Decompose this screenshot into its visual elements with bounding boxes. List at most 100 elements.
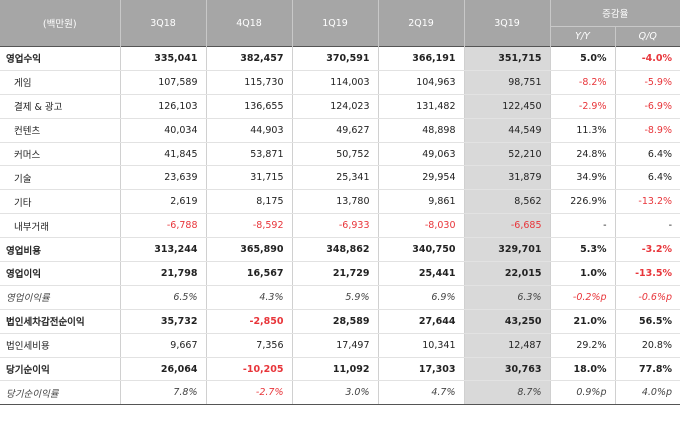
value-cell: 43,250: [464, 308, 551, 334]
value-cell: 9,861: [378, 189, 465, 215]
qq-cell: -0.6%p: [615, 285, 680, 310]
yy-header: Y/Y: [550, 26, 616, 47]
row-label: 당기순이익률: [0, 380, 121, 406]
value-cell: 7,356: [206, 333, 293, 358]
table-row: 내부거래 -6,788 -8,592 -6,933 -8,030 -6,685- -: [0, 213, 680, 239]
value-cell: 44,903: [206, 118, 293, 143]
qq-cell: -6.9%: [615, 94, 680, 119]
value-cell: 40,034: [120, 118, 207, 143]
period-header: 3Q19: [464, 0, 551, 47]
value-cell: 4.3%: [206, 285, 293, 310]
value-cell: 115,730: [206, 70, 293, 95]
table-row: 기타 2,619 8,175 13,780 9,861 8,562 226.9% -13.2%: [0, 189, 680, 215]
table-row: 커머스 41,845 53,871 50,752 49,063 52,210 24.8% 6.…: [0, 142, 680, 167]
yy-cell: 0.9%p: [550, 380, 616, 406]
row-label: 기술: [0, 165, 121, 191]
yy-cell: 24.8%: [550, 142, 616, 167]
yy-cell: 34.9%: [550, 165, 616, 191]
table-row: 기술 23,639 31,715 25,341 29,954 31,879 34.9% 6.4…: [0, 165, 680, 191]
financial-results-table: (백만원) 3Q18 4Q18 1Q19 2Q19 3Q19 증감율 Y/Y Q…: [0, 0, 680, 406]
value-cell: 25,341: [292, 165, 379, 191]
table-row: 영업이익 21,798 16,567 21,729 25,441 22,015 1.0% -1…: [0, 261, 680, 286]
table-row: 게임 107,589 115,730 114,003 104,963 98,751 -8.2…: [0, 70, 680, 95]
value-cell: 23,639: [120, 165, 207, 191]
value-cell: 107,589: [120, 70, 207, 95]
table-header: (백만원) 3Q18 4Q18 1Q19 2Q19 3Q19 증감율 Y/Y Q…: [0, 0, 680, 47]
value-cell: 365,890: [206, 237, 293, 263]
value-cell: -6,933: [292, 213, 379, 239]
qq-cell: -13.2%: [615, 189, 680, 215]
yy-cell: -2.9%: [550, 94, 616, 119]
value-cell: 28,589: [292, 308, 379, 334]
value-cell: 27,644: [378, 308, 465, 334]
period-header: 4Q18: [206, 0, 293, 47]
value-cell: 335,041: [120, 46, 207, 71]
value-cell: 7.8%: [120, 380, 207, 406]
value-cell: 136,655: [206, 94, 293, 119]
value-cell: 50,752: [292, 142, 379, 167]
value-cell: 124,023: [292, 94, 379, 119]
yy-cell: 1.0%: [550, 261, 616, 286]
value-cell: -2,850: [206, 308, 293, 334]
value-cell: 8,562: [464, 189, 551, 215]
value-cell: 313,244: [120, 237, 207, 263]
table-row: 영업이익률 6.5% 4.3% 5.9% 6.9% 6.3% -0.2%p -0.6%p: [0, 285, 680, 310]
value-cell: 370,591: [292, 46, 379, 71]
qq-cell: 20.8%: [615, 333, 680, 358]
value-cell: 3.0%: [292, 380, 379, 406]
value-cell: 49,063: [378, 142, 465, 167]
table-row: 법인세비용 9,667 7,356 17,497 10,341 12,487 29.2% 20…: [0, 333, 680, 358]
row-label: 커머스: [0, 142, 121, 167]
value-cell: -2.7%: [206, 380, 293, 406]
table-row: 영업수익 335,041 382,457 370,591 366,191 351,715 5…: [0, 46, 680, 71]
value-cell: -6,685: [464, 213, 551, 239]
yy-cell: 5.3%: [550, 237, 616, 263]
value-cell: 98,751: [464, 70, 551, 95]
value-cell: 351,715: [464, 46, 551, 71]
value-cell: -8,592: [206, 213, 293, 239]
row-label: 영업비용: [0, 237, 121, 263]
value-cell: 22,015: [464, 261, 551, 286]
value-cell: 49,627: [292, 118, 379, 143]
value-cell: 104,963: [378, 70, 465, 95]
row-label: 법인세비용: [0, 333, 121, 358]
qq-header: Q/Q: [615, 26, 680, 47]
row-label: 당기순이익: [0, 356, 121, 382]
qq-cell: 4.0%p: [615, 380, 680, 406]
row-label: 영업수익: [0, 46, 121, 71]
yy-cell: 226.9%: [550, 189, 616, 215]
value-cell: 5.9%: [292, 285, 379, 310]
value-cell: 9,667: [120, 333, 207, 358]
period-header: 1Q19: [292, 0, 379, 47]
value-cell: 2,619: [120, 189, 207, 215]
value-cell: 21,729: [292, 261, 379, 286]
yy-cell: -8.2%: [550, 70, 616, 95]
row-label: 컨텐츠: [0, 118, 121, 143]
value-cell: 21,798: [120, 261, 207, 286]
qq-cell: 56.5%: [615, 308, 680, 334]
qq-cell: 77.8%: [615, 356, 680, 382]
value-cell: 12,487: [464, 333, 551, 358]
row-label: 법인세차감전순이익: [0, 308, 121, 334]
row-label: 내부거래: [0, 213, 121, 239]
table-row: 컨텐츠 40,034 44,903 49,627 48,898 44,549 11.3% -8…: [0, 118, 680, 143]
qq-cell: -8.9%: [615, 118, 680, 143]
unit-header: (백만원): [0, 0, 121, 47]
qq-cell: -3.2%: [615, 237, 680, 263]
value-cell: 35,732: [120, 308, 207, 334]
value-cell: 17,497: [292, 333, 379, 358]
value-cell: 29,954: [378, 165, 465, 191]
yy-cell: 29.2%: [550, 333, 616, 358]
change-group-header: 증감율: [550, 0, 680, 27]
row-label: 영업이익: [0, 261, 121, 286]
value-cell: 52,210: [464, 142, 551, 167]
yy-cell: 5.0%: [550, 46, 616, 71]
qq-cell: 6.4%: [615, 142, 680, 167]
yy-cell: -: [550, 213, 616, 239]
yy-cell: 21.0%: [550, 308, 616, 334]
period-header: 3Q18: [120, 0, 207, 47]
value-cell: 16,567: [206, 261, 293, 286]
value-cell: 126,103: [120, 94, 207, 119]
value-cell: 31,879: [464, 165, 551, 191]
value-cell: 131,482: [378, 94, 465, 119]
